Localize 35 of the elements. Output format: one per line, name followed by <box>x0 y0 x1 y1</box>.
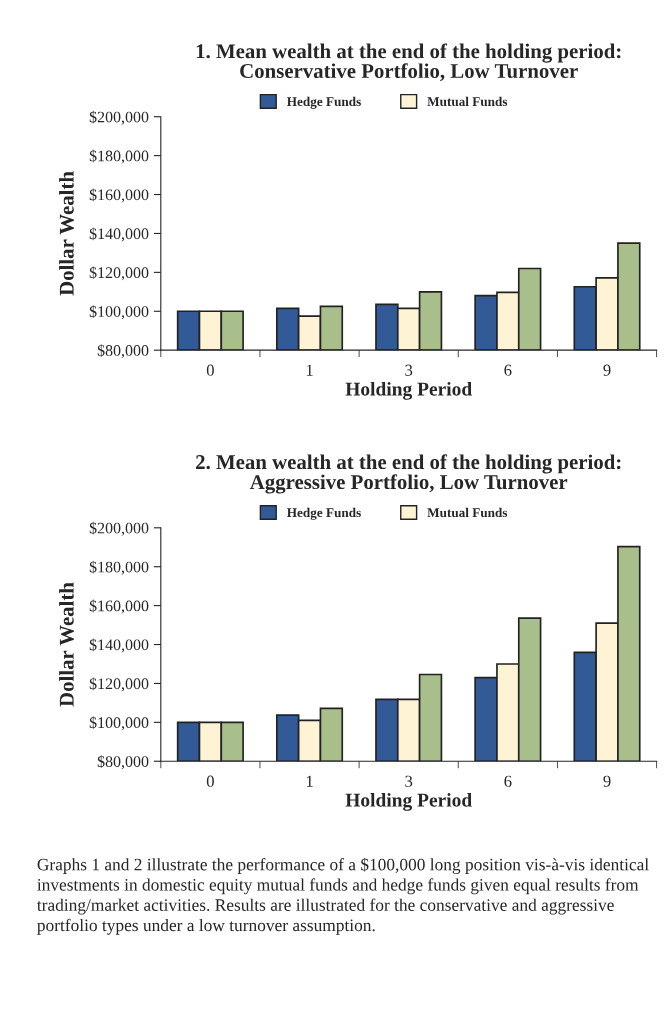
y-axis-title: Dollar Wealth <box>59 171 74 296</box>
y-tick-label: $80,000 <box>97 344 149 359</box>
x-axis-title: Holding Period <box>345 793 472 811</box>
legend-label: Hedge Funds <box>286 96 361 109</box>
y-tick-label: $200,000 <box>89 521 149 536</box>
y-tick-label: $80,000 <box>97 755 149 770</box>
x-tick-label: 1 <box>306 775 313 787</box>
x-tick-label: 3 <box>405 364 413 376</box>
y-tick-label: $140,000 <box>89 227 149 242</box>
y-tick-label: $100,000 <box>89 305 149 320</box>
y-axis-title: Dollar Wealth <box>59 582 74 707</box>
y-tick-label: $160,000 <box>89 599 149 614</box>
y-tick-label: $120,000 <box>89 266 149 281</box>
x-tick-label: 9 <box>603 364 611 376</box>
chart-title: 1. Mean wealth at the end of the holding period: Conservative Portfolio, Low Turnover <box>196 43 621 82</box>
legend-label: Mutual Funds <box>427 507 508 518</box>
x-tick-label: 6 <box>504 775 512 787</box>
y-tick-label: $180,000 <box>89 149 149 164</box>
legend-label: Mutual Funds <box>427 96 508 107</box>
y-tick-label: $120,000 <box>89 677 149 692</box>
x-tick-label: 3 <box>405 775 413 787</box>
x-axis-title: Holding Period <box>345 381 472 400</box>
x-tick-label: 0 <box>206 364 214 376</box>
y-tick-label: $160,000 <box>89 188 149 203</box>
chart-title: 2. Mean wealth at the end of the holding period: Aggressive Portfolio, Low Turnover <box>196 454 621 494</box>
y-tick-label: $100,000 <box>89 716 149 731</box>
x-tick-label: 0 <box>206 775 214 787</box>
text: Graphs 1 and 2 illustrate the performance of a $100,000 long position vis-à-vis identical investments in domestic equity mutual funds and hedge funds given equal results from trading/market activities. Results are illustrated for the conservative and aggressive portfolio types under a low turnover assumption. <box>37 857 649 935</box>
y-tick-label: $200,000 <box>89 110 149 125</box>
x-tick-label: 1 <box>306 364 313 376</box>
y-tick-label: $140,000 <box>89 638 149 653</box>
y-tick-label: $180,000 <box>89 560 149 575</box>
x-tick-label: 9 <box>603 775 611 787</box>
x-tick-label: 6 <box>504 364 512 376</box>
legend-label: Hedge Funds <box>286 507 361 520</box>
